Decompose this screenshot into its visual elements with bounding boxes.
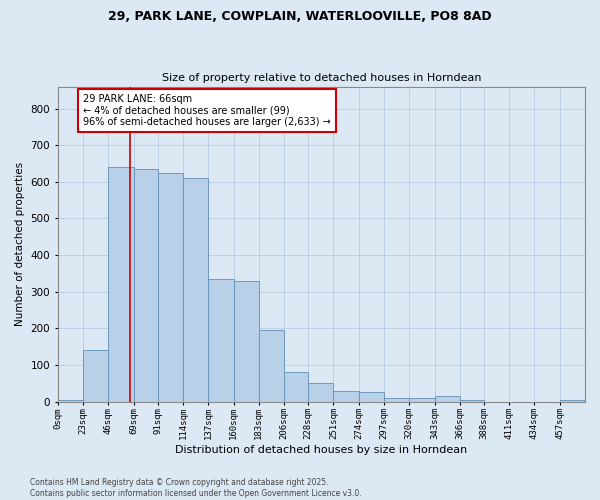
Bar — [359, 392, 384, 402]
Bar — [334, 392, 359, 402]
Bar — [259, 330, 284, 402]
Title: Size of property relative to detached houses in Horndean: Size of property relative to detached ho… — [161, 73, 481, 83]
Text: 29, PARK LANE, COWPLAIN, WATERLOOVILLE, PO8 8AD: 29, PARK LANE, COWPLAIN, WATERLOOVILLE, … — [108, 10, 492, 23]
Bar — [434, 396, 460, 402]
X-axis label: Distribution of detached houses by size in Horndean: Distribution of detached houses by size … — [175, 445, 467, 455]
Text: 29 PARK LANE: 66sqm
← 4% of detached houses are smaller (99)
96% of semi-detache: 29 PARK LANE: 66sqm ← 4% of detached hou… — [83, 94, 331, 127]
Bar — [308, 384, 334, 402]
Text: Contains HM Land Registry data © Crown copyright and database right 2025.
Contai: Contains HM Land Registry data © Crown c… — [30, 478, 362, 498]
Bar — [83, 350, 109, 402]
Bar — [208, 279, 233, 402]
Bar — [409, 398, 434, 402]
Bar — [284, 372, 308, 402]
Bar — [384, 398, 409, 402]
Bar — [158, 172, 183, 402]
Bar — [58, 400, 83, 402]
Bar — [460, 400, 484, 402]
Bar — [134, 169, 158, 402]
Bar — [233, 280, 259, 402]
Bar — [560, 400, 585, 402]
Y-axis label: Number of detached properties: Number of detached properties — [15, 162, 25, 326]
Bar — [109, 167, 134, 402]
Bar — [183, 178, 208, 402]
